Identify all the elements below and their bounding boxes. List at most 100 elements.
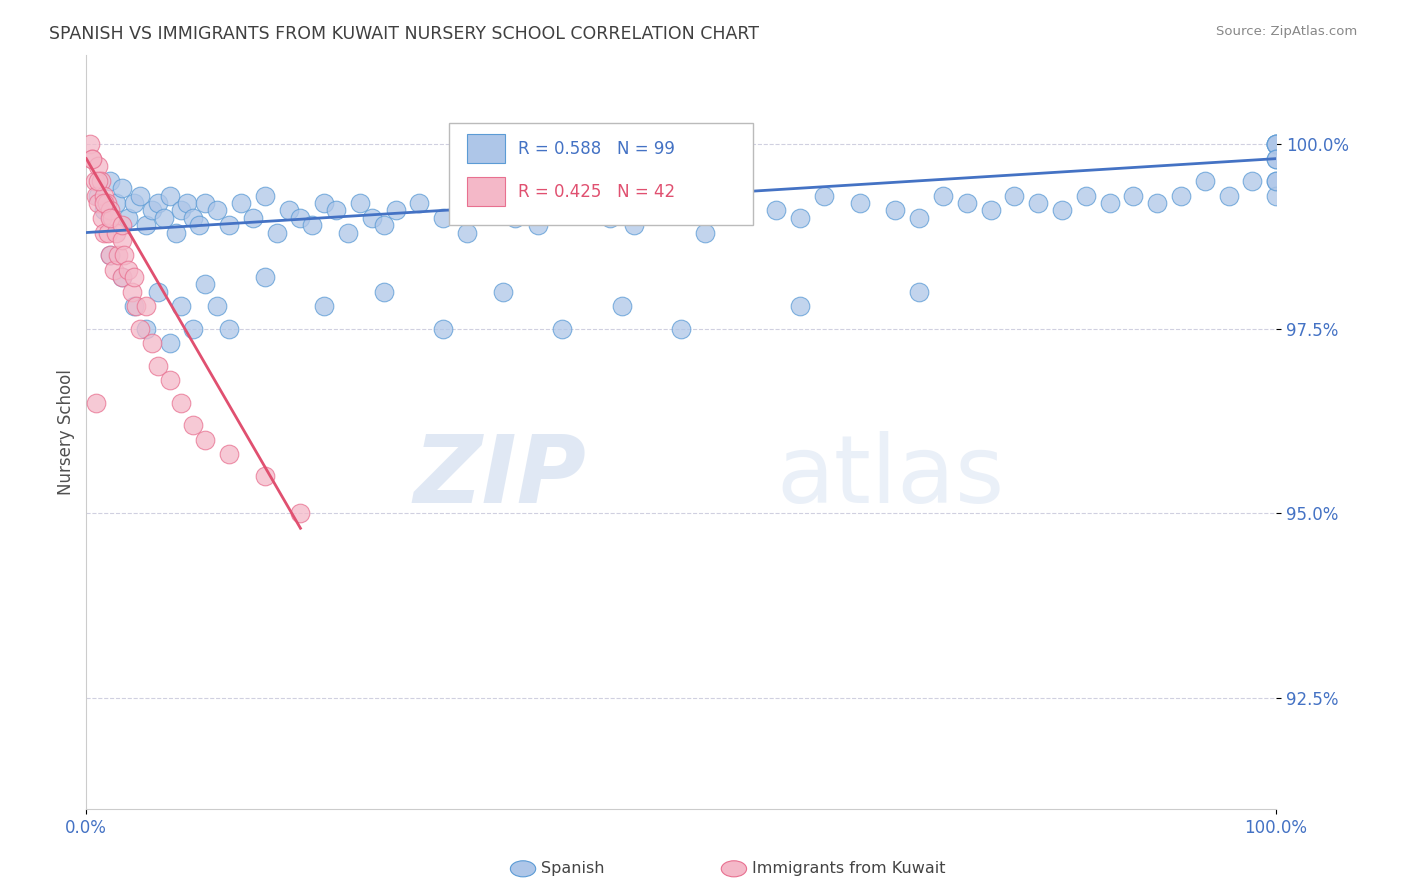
Point [1074, 188, 1097, 202]
Point [93, 188, 115, 202]
Point [128, 188, 150, 202]
Point [1265, 152, 1288, 166]
Point [117, 262, 139, 277]
Point [141, 203, 163, 218]
Point [146, 285, 169, 299]
Point [146, 196, 169, 211]
Point [121, 285, 143, 299]
Point [813, 188, 835, 202]
Point [599, 211, 621, 225]
Text: ZIP: ZIP [413, 432, 586, 524]
Point [87, 159, 110, 173]
Point [82, 152, 104, 166]
Point [90, 174, 112, 188]
Point [253, 469, 276, 483]
Point [1194, 174, 1216, 188]
Point [111, 218, 134, 232]
Point [1026, 196, 1049, 211]
Point [242, 211, 264, 225]
Point [105, 196, 128, 211]
Point [170, 300, 193, 314]
Point [135, 321, 157, 335]
Text: R = 0.588   N = 99: R = 0.588 N = 99 [519, 140, 675, 158]
Point [253, 269, 276, 284]
Point [229, 196, 252, 211]
Point [98, 203, 121, 218]
Point [253, 188, 276, 202]
Point [205, 300, 228, 314]
Point [83, 174, 105, 188]
Point [980, 203, 1002, 218]
Point [932, 188, 955, 202]
Point [492, 285, 515, 299]
Point [301, 218, 323, 232]
Point [141, 336, 163, 351]
Point [1265, 174, 1288, 188]
Bar [467, 135, 505, 163]
Point [1265, 136, 1288, 151]
Point [159, 188, 181, 202]
Point [159, 336, 181, 351]
Y-axis label: Nursery School: Nursery School [58, 369, 75, 495]
Point [1265, 174, 1288, 188]
Point [194, 433, 217, 447]
Point [165, 226, 187, 240]
Point [384, 203, 406, 218]
Point [290, 507, 312, 521]
Point [325, 203, 347, 218]
Point [101, 211, 124, 225]
Point [122, 196, 145, 211]
Point [135, 300, 157, 314]
Point [93, 203, 115, 218]
Text: Spanish: Spanish [541, 862, 605, 876]
Point [314, 300, 336, 314]
Bar [467, 178, 505, 206]
Point [87, 174, 110, 188]
Point [610, 300, 633, 314]
Point [111, 181, 134, 195]
Point [84, 395, 107, 409]
Point [1218, 188, 1240, 202]
Point [205, 203, 228, 218]
Point [314, 196, 336, 211]
Point [218, 321, 240, 335]
Point [93, 196, 115, 211]
Point [551, 321, 574, 335]
Point [98, 174, 121, 188]
Point [1050, 203, 1073, 218]
Point [146, 359, 169, 373]
Point [79, 136, 101, 151]
Point [408, 196, 430, 211]
Point [908, 211, 931, 225]
Point [183, 321, 205, 335]
Point [1265, 188, 1288, 202]
Point [1002, 188, 1025, 202]
Point [1122, 188, 1144, 202]
Point [135, 218, 157, 232]
Point [159, 373, 181, 387]
Point [277, 203, 299, 218]
Point [176, 196, 198, 211]
Point [503, 211, 526, 225]
Point [1098, 196, 1121, 211]
Point [125, 300, 148, 314]
Point [373, 285, 395, 299]
Text: atlas: atlas [776, 432, 1005, 524]
Point [218, 218, 240, 232]
Point [432, 321, 454, 335]
Point [789, 300, 811, 314]
Point [337, 226, 360, 240]
Point [117, 211, 139, 225]
Point [527, 218, 550, 232]
Point [908, 285, 931, 299]
Point [90, 211, 112, 225]
Point [98, 248, 121, 262]
Point [789, 211, 811, 225]
Point [82, 152, 104, 166]
Point [111, 269, 134, 284]
Text: SPANISH VS IMMIGRANTS FROM KUWAIT NURSERY SCHOOL CORRELATION CHART: SPANISH VS IMMIGRANTS FROM KUWAIT NURSER… [49, 25, 759, 43]
Point [1170, 188, 1192, 202]
Point [87, 188, 110, 202]
Point [194, 196, 217, 211]
FancyBboxPatch shape [449, 123, 752, 225]
